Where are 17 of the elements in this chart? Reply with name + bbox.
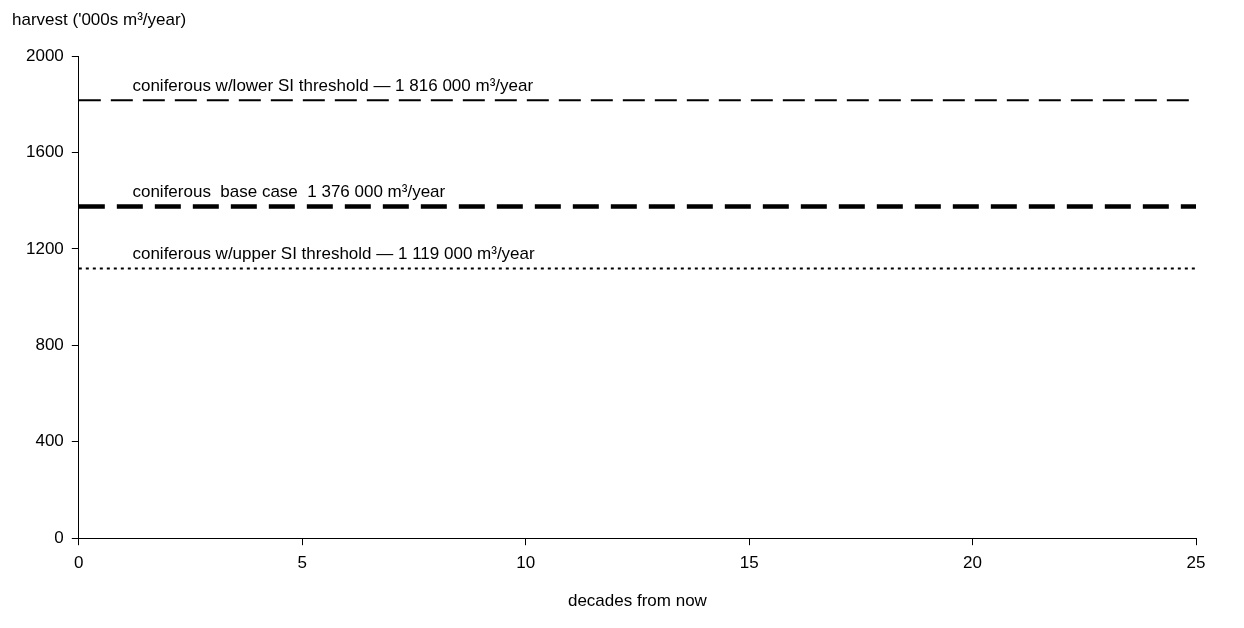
x-tick-label: 10 bbox=[516, 553, 536, 573]
y-axis-title: harvest ('000s m³/year) bbox=[12, 10, 187, 30]
x-tick-label: 25 bbox=[1186, 553, 1206, 573]
x-tick-label: 5 bbox=[297, 553, 307, 573]
y-tick-label: 1200 bbox=[25, 238, 64, 258]
ref-line-label: coniferous w/upper SI threshold — 1 119 000 m³/year bbox=[132, 243, 536, 263]
x-tick-label: 0 bbox=[74, 553, 84, 573]
y-tick-label: 800 bbox=[35, 335, 64, 355]
y-tick-label: 400 bbox=[35, 431, 64, 451]
ref-line-label: coniferous w/lower SI threshold — 1 816 000 m³/year bbox=[132, 75, 534, 95]
x-axis-title: decades from now bbox=[567, 591, 708, 611]
ref-line-label: coniferous base case 1 376 000 m³/year bbox=[132, 181, 446, 201]
x-tick-label: 20 bbox=[963, 553, 983, 573]
y-tick-label: 0 bbox=[54, 527, 64, 547]
y-tick-label: 2000 bbox=[25, 45, 64, 65]
y-tick-label: 1600 bbox=[25, 142, 64, 162]
x-tick-label: 15 bbox=[739, 553, 759, 573]
